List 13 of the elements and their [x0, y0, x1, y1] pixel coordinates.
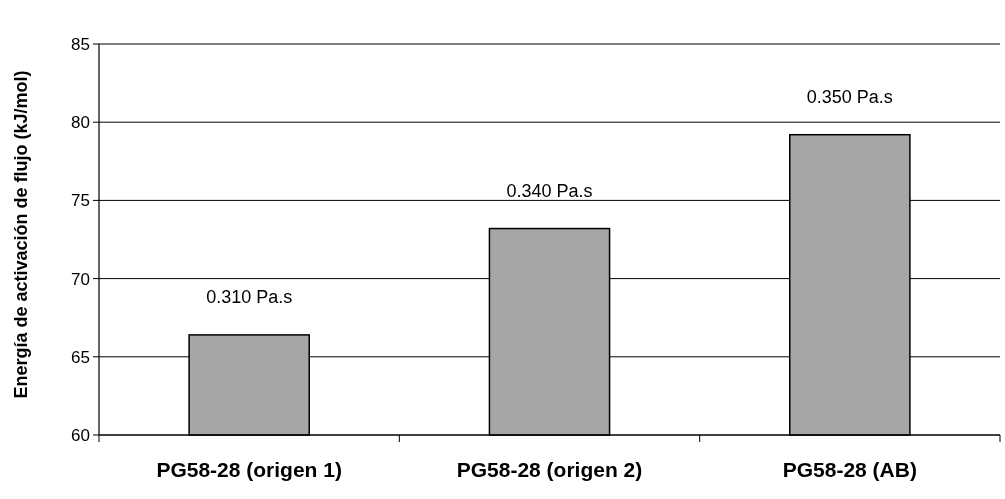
annotation: 0.310 Pa.s: [206, 286, 293, 307]
x-tick-label: PG58-28 (origen 1): [156, 458, 342, 481]
y-axis-title: Energía de activación de flujo (kJ/mol): [11, 70, 31, 399]
y-tick-label: 60: [71, 425, 90, 445]
y-tick-label: 65: [71, 347, 90, 367]
annotation: 0.340 Pa.s: [506, 180, 593, 201]
y-tick-label: 75: [71, 191, 90, 211]
y-tick-label: 70: [71, 269, 90, 289]
y-tick-label: 85: [71, 34, 90, 54]
x-tick-label: PG58-28 (AB): [782, 458, 917, 481]
y-tick-label: 80: [71, 113, 90, 133]
x-tick-label: PG58-28 (origen 2): [456, 458, 643, 481]
annotation: 0.350 Pa.s: [806, 86, 893, 107]
